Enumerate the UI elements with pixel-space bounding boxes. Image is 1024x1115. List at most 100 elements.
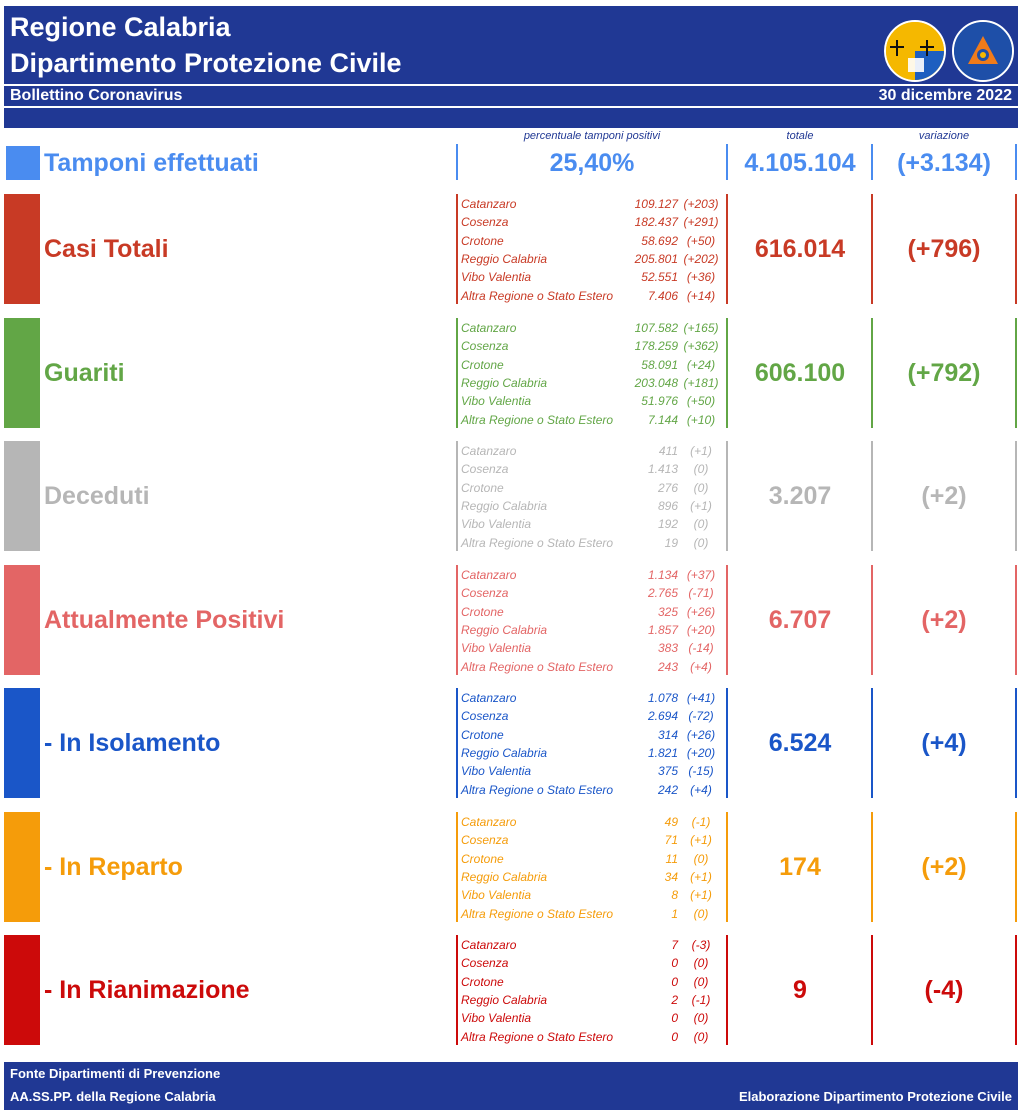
casi-swatch: [4, 194, 40, 304]
tamponi-bar-mid: [726, 144, 728, 180]
rianimazione-province-name: Altra Regione o Stato Estero: [461, 1029, 614, 1044]
isolamento-bar-mid: [726, 688, 728, 798]
isolamento-province-var: (-15): [688, 764, 714, 779]
deceduti-province-var: (0): [693, 462, 709, 477]
isolamento-province-value: 1.821: [647, 745, 678, 760]
casi-province-name: Catanzaro: [461, 197, 517, 211]
rianimazione-total: 9: [793, 976, 807, 1004]
tamponi-pct: 25,40%: [549, 149, 635, 177]
deceduti-province-name: Catanzaro: [461, 444, 517, 458]
deceduti-province-value: 896: [657, 498, 678, 513]
reparto-province-var: (0): [693, 906, 709, 921]
guariti-total: 606.100: [754, 359, 846, 387]
rianimazione-province-value: 0: [671, 1029, 678, 1044]
reparto-province-name: Reggio Calabria: [461, 869, 548, 884]
casi-bar-left: [456, 194, 458, 304]
deceduti-province-value: 276: [657, 480, 678, 495]
rianimazione-var: (-4): [924, 976, 964, 1004]
deceduti-bar-left: [456, 441, 458, 551]
footer-banner: Fonte Dipartimenti di Prevenzione AA.SS.…: [4, 1062, 1018, 1110]
positivi-province-name: Vibo Valentia: [461, 641, 532, 656]
rianimazione-bar-mid: [726, 935, 728, 1045]
deceduti-province-value: 192: [657, 517, 678, 532]
guariti-bar-right: [871, 318, 873, 428]
deceduti-var: (+2): [921, 482, 967, 510]
guariti-province-value: 58.091: [641, 357, 678, 372]
deceduti-province-value: 19: [664, 535, 678, 550]
deceduti-province-value: 411: [658, 444, 678, 458]
guariti-province-name: Cosenza: [461, 339, 509, 354]
calabria-coat-of-arms-icon: [884, 20, 946, 82]
deceduti-province-name: Crotone: [461, 480, 504, 495]
deceduti-label: Deceduti: [44, 482, 150, 510]
protezione-civile-logo-icon: [952, 20, 1014, 82]
casi-province-value: 182.437: [634, 215, 678, 230]
guariti-var: (+792): [907, 359, 981, 387]
guariti-province-name: Crotone: [461, 357, 504, 372]
reparto-province-name: Cosenza: [461, 833, 509, 848]
guariti-province-value: 7.144: [647, 412, 678, 427]
rianimazione-province-name: Vibo Valentia: [461, 1011, 532, 1026]
col-header-total: totale: [786, 130, 814, 142]
positivi-bar-end: [1015, 565, 1017, 675]
reparto-province-name: Crotone: [461, 851, 504, 866]
positivi-total: 6.707: [768, 606, 832, 634]
casi-province-name: Cosenza: [461, 215, 509, 230]
guariti-province-value: 107.582: [634, 321, 678, 335]
footer-credit: Elaborazione Dipartimento Protezione Civ…: [738, 1089, 1012, 1104]
casi-province-name: Altra Regione o Stato Estero: [461, 288, 614, 303]
positivi-province-var: (-71): [688, 586, 714, 601]
isolamento-province-name: Crotone: [461, 727, 504, 742]
col-header-var: variazione: [918, 130, 970, 142]
rianimazione-province-value: 7: [671, 938, 678, 952]
casi-province-var: (+36): [686, 270, 716, 285]
isolamento-province-var: (+4): [690, 782, 712, 797]
casi-province-value: 7.406: [647, 288, 678, 303]
tamponi-bar-right: [871, 144, 873, 180]
casi-province-var: (+203): [683, 197, 719, 211]
guariti-province-var: (+10): [686, 412, 716, 427]
isolamento-total: 6.524: [768, 729, 832, 757]
casi-province-value: 205.801: [634, 251, 678, 266]
deceduti-swatch: [4, 441, 40, 551]
guariti-province-var: (+50): [686, 394, 716, 409]
casi-province-name: Crotone: [461, 233, 504, 248]
positivi-province-value: 2.765: [647, 586, 678, 601]
positivi-province-value: 383: [657, 641, 678, 656]
isolamento-province-value: 375: [657, 764, 678, 779]
deceduti-province-var: (+1): [690, 498, 712, 513]
casi-province-value: 109.127: [634, 197, 678, 211]
casi-province-name: Vibo Valentia: [461, 270, 532, 285]
positivi-swatch: [4, 565, 40, 675]
deceduti-province-name: Altra Regione o Stato Estero: [461, 535, 614, 550]
deceduti-province-value: 1.413: [647, 462, 678, 477]
deceduti-province-var: (+1): [690, 444, 712, 458]
guariti-bar-mid: [726, 318, 728, 428]
rianimazione-province-name: Cosenza: [461, 956, 509, 971]
guariti-swatch: [4, 318, 40, 428]
isolamento-province-value: 314: [657, 727, 678, 742]
deceduti-province-var: (0): [693, 517, 709, 532]
casi-bar-end: [1015, 194, 1017, 304]
casi-province-value: 58.692: [641, 233, 678, 248]
reparto-bar-left: [456, 812, 458, 922]
positivi-province-name: Altra Regione o Stato Estero: [461, 659, 614, 674]
isolamento-province-name: Vibo Valentia: [461, 764, 532, 779]
isolamento-province-value: 242: [657, 782, 678, 797]
deceduti-province-name: Vibo Valentia: [461, 517, 532, 532]
rianimazione-province-var: (0): [693, 974, 709, 989]
positivi-var: (+2): [921, 606, 967, 634]
rianimazione-province-var: (0): [693, 1011, 709, 1026]
deceduti-bar-end: [1015, 441, 1017, 551]
isolamento-bar-left: [456, 688, 458, 798]
guariti-label: Guariti: [44, 359, 125, 387]
reparto-province-value: 1: [671, 906, 678, 921]
isolamento-province-var: (+26): [686, 727, 716, 742]
deceduti-bar-right: [871, 441, 873, 551]
reparto-province-name: Catanzaro: [461, 815, 517, 829]
deceduti-bar-mid: [726, 441, 728, 551]
isolamento-province-var: (+20): [686, 745, 716, 760]
rianimazione-label: - In Rianimazione: [44, 976, 250, 1004]
rianimazione-province-var: (0): [693, 956, 709, 971]
reparto-province-var: (+1): [690, 888, 712, 903]
